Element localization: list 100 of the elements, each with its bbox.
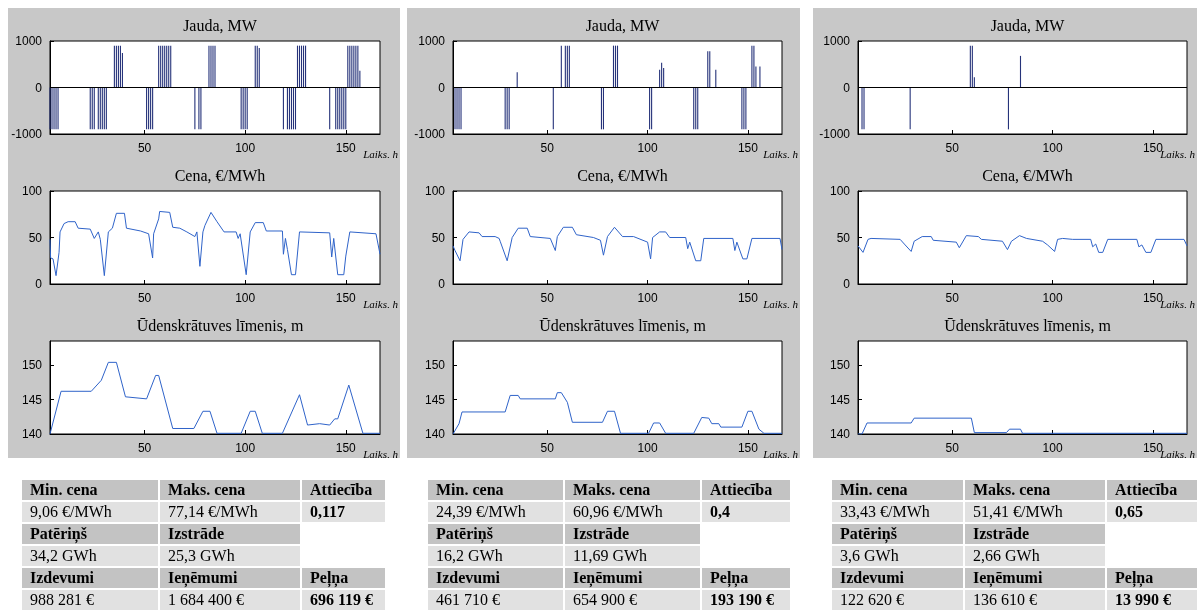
chart-title: Jauda, MW <box>990 16 1066 34</box>
chart-title: Ūdenskrātuves līmenis, m <box>136 316 304 334</box>
text: 654 900 € <box>565 590 700 610</box>
text: Peļņa <box>702 568 790 588</box>
x-tick-label: 50 <box>945 441 960 455</box>
text: Ieņēmumi <box>565 568 700 588</box>
line-series <box>452 226 783 262</box>
text: 122 620 € <box>832 590 963 610</box>
x-tick-label: 100 <box>1042 291 1063 305</box>
text: Attiecība <box>1107 480 1197 500</box>
chart-title: Cena, €/MWh <box>174 166 266 184</box>
y-tick-label: 0 <box>35 80 43 95</box>
y-tick-label: 1000 <box>823 34 851 48</box>
y-tick-label: 50 <box>431 230 446 245</box>
x-tick-label: 50 <box>137 141 152 155</box>
x-tick-label: 100 <box>637 441 658 455</box>
x-tick-label: 100 <box>637 291 658 305</box>
text: Izstrāde <box>565 524 700 544</box>
text: 25,3 GWh <box>160 546 300 566</box>
text: Patēriņš <box>428 524 563 544</box>
y-tick-label: 100 <box>829 184 851 198</box>
text: Min. cena <box>428 480 563 500</box>
x-tick-label: 50 <box>945 291 960 305</box>
text: 988 281 € <box>22 590 158 610</box>
x-tick-label: 50 <box>137 441 152 455</box>
x-tick-label: 100 <box>1042 141 1063 155</box>
text: Attiecība <box>302 480 385 500</box>
text: 0,4 <box>702 502 790 522</box>
y-tick-label: 145 <box>829 392 851 407</box>
x-tick-label: 50 <box>945 141 960 155</box>
chart-title: Jauda, MW <box>183 16 258 34</box>
y-tick-label: 150 <box>829 358 851 373</box>
text: Min. cena <box>22 480 158 500</box>
text: 0,65 <box>1107 502 1197 522</box>
y-tick-label: 140 <box>21 427 43 441</box>
x-tick-label: 100 <box>235 441 256 455</box>
text: Maks. cena <box>160 480 300 500</box>
text: Patēriņš <box>22 524 158 544</box>
text: Patēriņš <box>832 524 963 544</box>
chart-title: Jauda, MW <box>585 16 661 34</box>
text: 0,117 <box>302 502 385 522</box>
y-tick-label: 1000 <box>418 34 446 48</box>
text: Izstrāde <box>965 524 1105 544</box>
line-series <box>857 235 1188 253</box>
text: 3,6 GWh <box>832 546 963 566</box>
text: Izdevumi <box>832 568 963 588</box>
y-tick-label: 140 <box>424 427 446 441</box>
text: Min. cena <box>832 480 963 500</box>
text: Maks. cena <box>965 480 1105 500</box>
x-tick-label: 100 <box>637 141 658 155</box>
y-tick-label: -1000 <box>11 127 43 141</box>
x-tick-label: 50 <box>540 441 555 455</box>
x-tick-label: 50 <box>540 141 555 155</box>
text: Ieņēmumi <box>965 568 1105 588</box>
text: Maks. cena <box>565 480 700 500</box>
text: Attiecība <box>702 480 790 500</box>
y-tick-label: 0 <box>843 80 851 95</box>
chart-title: Cena, €/MWh <box>982 166 1073 184</box>
y-tick-label: 50 <box>836 230 851 245</box>
text: 1 684 400 € <box>160 590 300 610</box>
y-tick-label: 0 <box>438 80 446 95</box>
text: 193 190 € <box>702 590 790 610</box>
y-tick-label: 145 <box>424 392 446 407</box>
x-tick-label: 150 <box>737 291 759 305</box>
text: Ieņēmumi <box>160 568 300 588</box>
y-tick-label: 1000 <box>15 34 43 48</box>
y-tick-label: 140 <box>829 427 851 441</box>
x-tick-label: 100 <box>235 141 256 155</box>
y-tick-label: 100 <box>21 184 43 198</box>
text: Izstrāde <box>160 524 300 544</box>
text: 696 119 € <box>302 590 385 610</box>
y-tick-label: 145 <box>21 392 43 407</box>
y-tick-label: 0 <box>438 277 446 291</box>
chart-title: Cena, €/MWh <box>577 166 668 184</box>
text: 461 710 € <box>428 590 563 610</box>
text: 9,06 €/MWh <box>22 502 158 522</box>
text: 24,39 €/MWh <box>428 502 563 522</box>
y-tick-label: -1000 <box>819 127 851 141</box>
x-tick-label: 50 <box>137 291 152 305</box>
y-tick-label: 0 <box>35 277 43 291</box>
text: 13 990 € <box>1107 590 1197 610</box>
x-tick-label: 100 <box>235 291 256 305</box>
y-tick-label: 150 <box>21 358 43 373</box>
y-tick-label: -1000 <box>414 127 446 141</box>
text: 2,66 GWh <box>965 546 1105 566</box>
chart-title: Ūdenskrātuves līmenis, m <box>944 316 1112 334</box>
x-tick-label: 150 <box>335 291 357 305</box>
x-tick-label: 150 <box>335 441 357 455</box>
text: 51,41 €/MWh <box>965 502 1105 522</box>
y-tick-label: 0 <box>843 277 851 291</box>
y-tick-label: 100 <box>424 184 446 198</box>
text: Izdevumi <box>22 568 158 588</box>
x-tick-label: 150 <box>737 141 759 155</box>
text: 16,2 GWh <box>428 546 563 566</box>
text: Peļņa <box>1107 568 1197 588</box>
x-tick-label: 150 <box>737 441 759 455</box>
x-tick-label: 50 <box>540 291 555 305</box>
y-tick-label: 150 <box>424 358 446 373</box>
y-tick-label: 50 <box>28 230 43 245</box>
x-tick-label: 100 <box>1042 441 1063 455</box>
